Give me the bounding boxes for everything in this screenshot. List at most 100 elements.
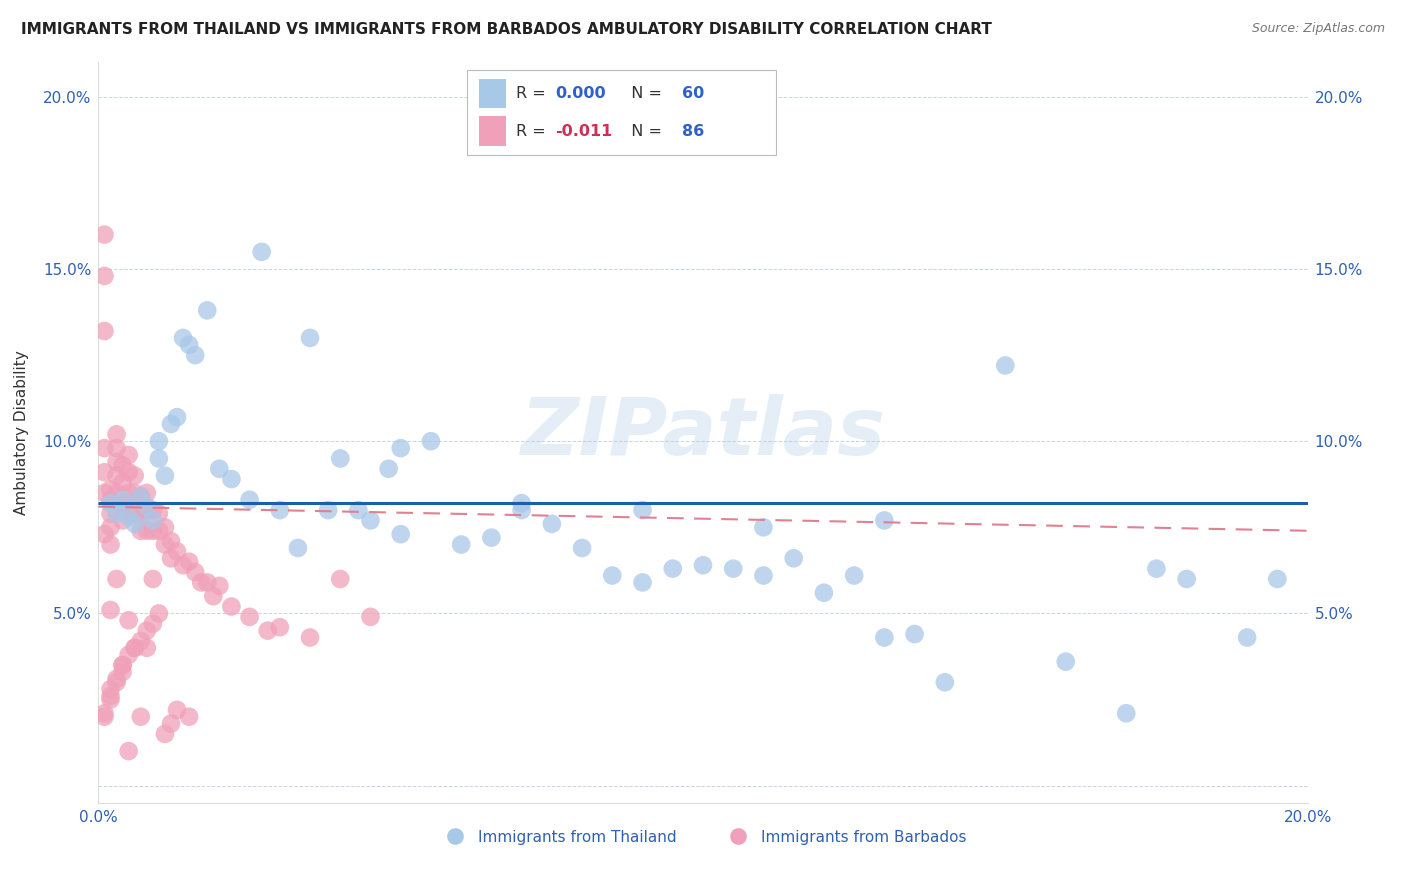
Point [250,244,273,259]
Text: 60: 60 [682,87,704,101]
Point [510,503,533,517]
Point [166,410,188,425]
Point [129,524,152,538]
Point [783,551,806,566]
Point [190,575,212,590]
Point [100,492,122,507]
Point [239,610,262,624]
Point [100,682,122,697]
Point [148,434,170,449]
Legend: Immigrants from Thailand, Immigrants from Barbados: Immigrants from Thailand, Immigrants fro… [433,823,973,851]
Point [148,507,170,521]
Point [202,589,225,603]
Point [135,507,157,521]
Point [389,441,412,455]
FancyBboxPatch shape [479,116,506,146]
Point [153,727,176,741]
Point [135,486,157,500]
Text: N =: N = [621,87,666,101]
Text: IMMIGRANTS FROM THAILAND VS IMMIGRANTS FROM BARBADOS AMBULATORY DISABILITY CORRE: IMMIGRANTS FROM THAILAND VS IMMIGRANTS F… [21,22,993,37]
Point [100,692,122,706]
Point [377,462,399,476]
Point [166,703,188,717]
Point [184,565,207,579]
Y-axis label: Ambulatory Disability: Ambulatory Disability [14,351,30,515]
Point [1115,706,1137,721]
Point [256,624,278,638]
Point [813,586,835,600]
Text: -0.011: -0.011 [555,124,613,138]
Point [105,455,128,469]
Point [1236,631,1258,645]
Point [142,616,165,631]
Point [100,507,122,521]
Point [287,541,309,555]
Point [111,665,134,679]
Point [166,544,188,558]
FancyBboxPatch shape [479,78,506,109]
Point [135,624,157,638]
Point [752,568,775,582]
Point [208,462,231,476]
Point [142,524,165,538]
Point [148,451,170,466]
Point [904,627,927,641]
Point [118,648,141,662]
Point [316,503,339,517]
Point [111,492,134,507]
Point [661,561,683,575]
Point [142,513,165,527]
Point [111,496,134,510]
Point [450,537,472,551]
Point [105,675,128,690]
Point [160,534,183,549]
Point [299,631,322,645]
Point [179,555,201,569]
Point [111,658,134,673]
Point [93,441,115,455]
Point [631,575,654,590]
Point [844,568,866,582]
Point [153,468,176,483]
Point [135,500,157,514]
Point [299,331,322,345]
Point [184,348,207,362]
Point [118,448,141,462]
Point [124,507,146,521]
Point [329,451,352,466]
Point [602,568,624,582]
Point [100,603,122,617]
Point [135,640,157,655]
Point [105,503,128,517]
Point [934,675,956,690]
Point [752,520,775,534]
Point [100,689,122,703]
Point [118,507,141,521]
Point [129,507,152,521]
Text: 86: 86 [682,124,704,138]
Point [111,458,134,473]
Point [153,537,176,551]
Point [420,434,443,449]
Point [93,268,115,283]
Point [179,338,201,352]
Point [692,558,714,573]
Point [269,503,291,517]
Point [631,503,654,517]
Point [124,468,146,483]
Point [105,486,128,500]
Point [129,489,152,503]
Point [269,620,291,634]
Point [100,496,122,510]
Point [172,558,194,573]
Point [142,572,165,586]
Point [129,489,152,503]
Text: R =: R = [516,124,551,138]
Point [540,516,562,531]
Point [118,613,141,627]
Point [93,527,115,541]
Point [360,610,382,624]
Point [124,640,146,655]
Point [329,572,352,586]
Point [124,516,146,531]
